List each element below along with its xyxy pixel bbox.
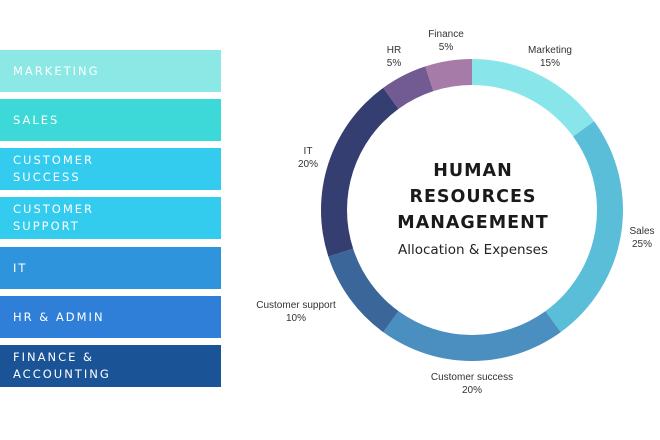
slice-label-it: IT [304,146,313,157]
slice-value-customer-success: 20% [462,385,482,396]
slice-it [321,87,399,257]
slice-value-customer-support: 10% [286,313,306,324]
legend-item-it: IT [0,247,221,289]
slice-label-finance: Finance [428,29,464,40]
chart-title-line-3: MANAGEMENT [397,213,549,233]
slice-label-customer-success: Customer success [431,372,513,383]
slice-marketing [472,59,595,137]
slice-customer-success [383,311,561,362]
slice-label-hr: HR [387,45,401,56]
slice-finance [425,59,472,92]
slice-hr [383,66,434,109]
slice-value-finance: 5% [439,42,454,53]
slice-label-sales: Sales [629,226,654,237]
legend-item-sales: SALES [0,99,221,141]
legend-item-customer-support: CUSTOMER SUPPORT [0,197,221,239]
legend-item-finance-accounting: FINANCE & ACCOUNTING [0,345,221,387]
slice-customer-support [328,248,399,333]
slice-value-hr: 5% [387,58,402,69]
slice-label-marketing: Marketing [528,45,572,56]
legend-item-customer-success: CUSTOMER SUCCESS [0,148,221,190]
chart-subtitle: Allocation & Expenses [398,242,548,258]
slice-value-it: 20% [298,159,318,170]
slice-value-marketing: 15% [540,58,560,69]
slice-sales [545,121,623,333]
slice-value-sales: 25% [632,239,652,250]
legend-item-hr-admin: HR & ADMIN [0,296,221,338]
legend-item-marketing: MARKETING [0,50,221,92]
slice-label-customer-support: Customer support [256,300,336,311]
chart-title-line-2: RESOURCES [409,187,537,207]
chart-title-line-1: HUMAN [433,161,513,181]
